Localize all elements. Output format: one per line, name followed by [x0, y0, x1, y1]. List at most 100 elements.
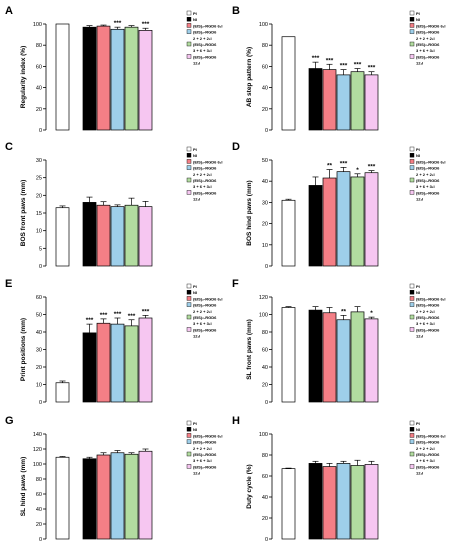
significance-mark: ***: [354, 62, 362, 69]
bar: [308, 309, 323, 403]
legend-label: NI: [193, 290, 197, 295]
legend-label: 3 + 6 + 3₁I: [193, 48, 212, 53]
legend-swatch: [409, 314, 415, 320]
bar: [308, 185, 323, 267]
bar: [364, 318, 379, 403]
y-axis-label: BOS hind paws (mm): [246, 180, 253, 245]
bar: [336, 463, 351, 540]
significance-mark: *: [370, 310, 373, 317]
legend-label: (EIS)₂-RGD6: [416, 315, 440, 320]
legend-label: 2 + 2 + 2₁I: [193, 172, 212, 177]
y-tick-label: 30: [36, 348, 42, 354]
y-tick-label: 60: [262, 348, 268, 354]
legend-swatch: [409, 10, 415, 16]
legend-swatch: [409, 54, 415, 59]
legend-label: (EIS)₂-RGD6 6₁I: [193, 433, 222, 438]
legend-label: (EIS)₂-RGD6: [193, 54, 217, 59]
legend-label: 3 + 6 + 3₁I: [416, 321, 435, 326]
bar: [350, 176, 365, 267]
legend-label: PI: [416, 284, 420, 289]
significance-mark: ***: [142, 21, 150, 28]
panel-label: D: [232, 141, 240, 153]
bar: [336, 319, 351, 403]
legend-label: (EIS)₂-RGD6: [193, 327, 217, 332]
y-tick-label: 100: [33, 22, 42, 28]
significance-mark: ***: [312, 55, 320, 62]
y-tick-label: 0: [265, 128, 268, 134]
legend-label: (EIS)₂-RGD6: [416, 440, 440, 445]
bar: [55, 23, 70, 131]
bar: [55, 456, 70, 540]
y-tick-label: 0: [39, 128, 42, 134]
significance-mark: ***: [100, 312, 108, 319]
legend-label: 12₁I: [416, 334, 423, 339]
legend-swatch: [409, 159, 415, 164]
panel-e: E 0 10 20 30 40 50 60 Print positions (mm) *** ***…: [5, 278, 222, 406]
legend-swatch: [186, 41, 192, 47]
legend-label: 3 + 6 + 3₁I: [193, 184, 212, 189]
legend-label: PI: [416, 147, 420, 152]
legend-label: 3 + 6 + 3₁I: [193, 458, 212, 463]
y-tick-label: 0: [39, 264, 42, 270]
y-tick-label: 20: [262, 383, 268, 389]
y-tick-label: 20: [36, 107, 42, 113]
panel-label: C: [5, 141, 13, 153]
y-tick-label: 80: [262, 43, 268, 49]
legend-label: 2 + 2 + 2₁I: [193, 309, 212, 314]
panel-b: B 0 20 40 60 80 100 AB step pattern (%) *** *** **…: [232, 5, 445, 134]
y-tick-label: 60: [36, 492, 42, 498]
bar: [364, 464, 379, 540]
legend-swatch: [186, 464, 192, 469]
bar: [82, 458, 97, 540]
panel-label: H: [232, 415, 240, 427]
bar: [350, 311, 365, 403]
legend-label: 3 + 6 + 3₁I: [416, 48, 435, 53]
bar: [350, 71, 365, 131]
y-tick-label: 0: [265, 400, 268, 406]
legend-label: (EIS)₂-RGD6: [416, 178, 440, 183]
significance-mark: ***: [114, 311, 122, 318]
legend-swatch: [409, 152, 415, 158]
legend-swatch: [186, 433, 192, 438]
y-tick-label: 60: [36, 295, 42, 301]
y-axis-label: SL front paws (mm): [246, 319, 253, 380]
legend-label: 12₁I: [193, 471, 200, 476]
legend-swatch: [409, 439, 415, 444]
legend-label: PI: [193, 421, 197, 426]
legend-label: (EIS)₂-RGD6 6₁I: [416, 296, 445, 301]
y-tick-label: 80: [262, 453, 268, 459]
legend-swatch: [186, 314, 192, 320]
legend-label: PI: [193, 147, 197, 152]
bar: [322, 69, 337, 131]
legend-label: (EIS)₂-RGD6: [193, 464, 217, 469]
significance-mark: ***: [368, 164, 376, 171]
y-axis-label: Duty cycle (%): [246, 464, 253, 508]
legend-label: (EIS)₂-RGD6: [416, 30, 440, 35]
legend-swatch: [409, 433, 415, 438]
legend-swatch: [186, 152, 192, 158]
legend-swatch: [409, 17, 415, 22]
y-tick-label: 10: [262, 243, 268, 249]
y-tick-label: 50: [36, 313, 42, 319]
y-tick-label: 20: [262, 222, 268, 228]
y-tick-label: 40: [262, 365, 268, 371]
legend-label: PI: [193, 284, 197, 289]
legend-label: (EIS)₂-RGD6: [416, 464, 440, 469]
bar: [138, 30, 153, 131]
legend-label: NI: [193, 427, 197, 432]
legend-swatch: [409, 290, 415, 295]
legend-label: (EIS)₂-RGD6: [416, 327, 440, 332]
legend-label: 3 + 6 + 3₁I: [416, 458, 435, 463]
y-axis-label: BOS front paws (mm): [20, 180, 27, 246]
y-tick-label: 0: [39, 537, 42, 543]
legend-label: 12₁I: [416, 197, 423, 202]
y-tick-label: 15: [36, 211, 42, 217]
y-tick-label: 80: [262, 330, 268, 336]
